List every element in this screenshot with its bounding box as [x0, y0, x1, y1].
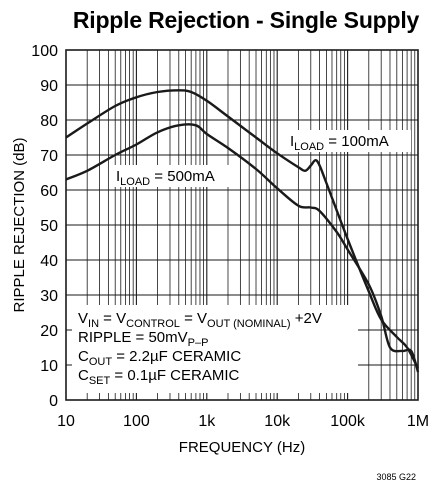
- chart-title: Ripple Rejection - Single Supply: [73, 7, 420, 33]
- figure-code: 3085 G22: [376, 472, 416, 482]
- y-tick-label: 30: [40, 288, 58, 305]
- x-tick-label: 10: [57, 413, 75, 430]
- x-axis-label: FREQUENCY (Hz): [179, 439, 305, 456]
- y-tick-label: 80: [40, 113, 58, 130]
- y-tick-label: 20: [40, 323, 58, 340]
- condition-line: VIN = VCONTROL = VOUT (NOMINAL) +2V: [78, 310, 322, 330]
- x-tick-label: 1k: [198, 413, 216, 430]
- y-tick-label: 100: [31, 43, 58, 60]
- conditions-box: [72, 305, 358, 393]
- y-tick-labels: 0 10 20 30 40 50 60 70 80 90 100: [31, 43, 58, 410]
- series-labels: ILOAD = 100mA ILOAD = 500mA: [113, 130, 411, 188]
- x-tick-label: 100: [123, 413, 150, 430]
- y-tick-label: 50: [40, 218, 58, 235]
- y-tick-label: 40: [40, 253, 58, 270]
- y-tick-label: 70: [40, 148, 58, 165]
- condition-line: CSET = 0.1µF CERAMIC: [78, 367, 240, 387]
- plot-frame: [65, 49, 419, 401]
- condition-line: RIPPLE = 50mVP–P: [78, 329, 208, 349]
- x-tick-label: 1M: [407, 413, 428, 430]
- x-tick-labels: 10 100 1k 10k 100k 1M: [57, 413, 428, 430]
- conditions-text: VIN = VCONTROL = VOUT (NOMINAL) +2VRIPPL…: [78, 310, 322, 387]
- series-label-2: ILOAD = 500mA: [116, 168, 215, 188]
- y-tick-label: 10: [40, 358, 58, 375]
- series-label-bg: [287, 130, 411, 152]
- x-tick-label: 100k: [330, 413, 366, 430]
- y-tick-label: 90: [40, 78, 58, 95]
- series-label-1: ILOAD = 100mA: [290, 133, 389, 153]
- series: [65, 89, 420, 373]
- y-axis-label: RIPPLE REJECTION (dB): [11, 137, 28, 312]
- y-tick-label: 0: [49, 393, 58, 410]
- series-label-bg: [113, 165, 237, 187]
- x-tick-label: 10k: [264, 413, 291, 430]
- series-line-2: [65, 123, 420, 373]
- series-line-1: [65, 89, 420, 370]
- condition-line: COUT = 2.2µF CERAMIC: [78, 348, 241, 368]
- y-tick-label: 60: [40, 183, 58, 200]
